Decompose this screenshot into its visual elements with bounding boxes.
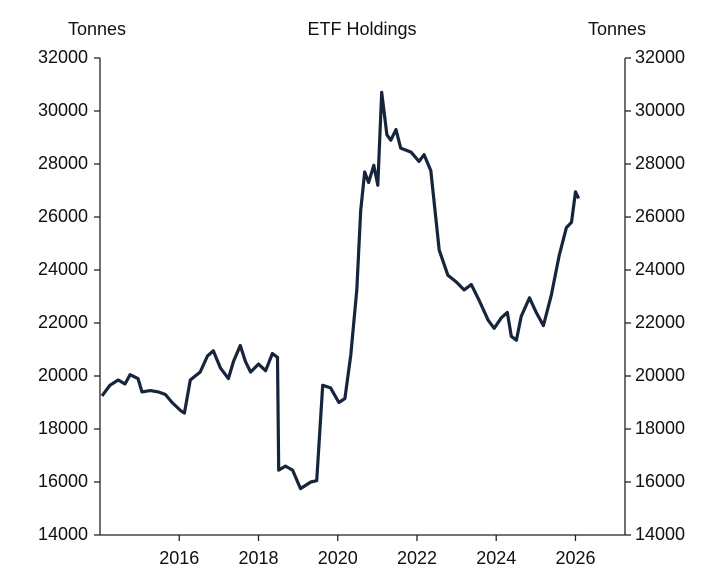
y-tick-label: 28000 — [38, 153, 88, 173]
y2-tick-label: 22000 — [635, 312, 685, 332]
y2-tick-label: 18000 — [635, 418, 685, 438]
y2-tick-label: 14000 — [635, 524, 685, 544]
y-tick-label: 30000 — [38, 100, 88, 120]
y-tick-label: 32000 — [38, 47, 88, 67]
chart-title: ETF Holdings — [307, 19, 416, 39]
y-tick-label: 22000 — [38, 312, 88, 332]
y2-tick-label: 24000 — [635, 259, 685, 279]
x-tick-label: 2024 — [476, 548, 516, 568]
y-tick-label: 20000 — [38, 365, 88, 385]
y-axis-label: Tonnes — [68, 19, 126, 39]
y-tick-label: 14000 — [38, 524, 88, 544]
y2-tick-label: 32000 — [635, 47, 685, 67]
y2-tick-label: 16000 — [635, 471, 685, 491]
y2-tick-label: 20000 — [635, 365, 685, 385]
x-tick-label: 2026 — [555, 548, 595, 568]
x-tick-label: 2022 — [397, 548, 437, 568]
y2-tick-label: 28000 — [635, 153, 685, 173]
x-tick-label: 2016 — [159, 548, 199, 568]
y2-axis-label: Tonnes — [588, 19, 646, 39]
x-tick-label: 2020 — [318, 548, 358, 568]
y-tick-label: 24000 — [38, 259, 88, 279]
y-tick-label: 16000 — [38, 471, 88, 491]
y2-tick-label: 30000 — [635, 100, 685, 120]
y-tick-label: 18000 — [38, 418, 88, 438]
x-tick-label: 2018 — [238, 548, 278, 568]
y2-tick-label: 26000 — [635, 206, 685, 226]
data-line — [100, 90, 581, 491]
y-tick-label: 26000 — [38, 206, 88, 226]
